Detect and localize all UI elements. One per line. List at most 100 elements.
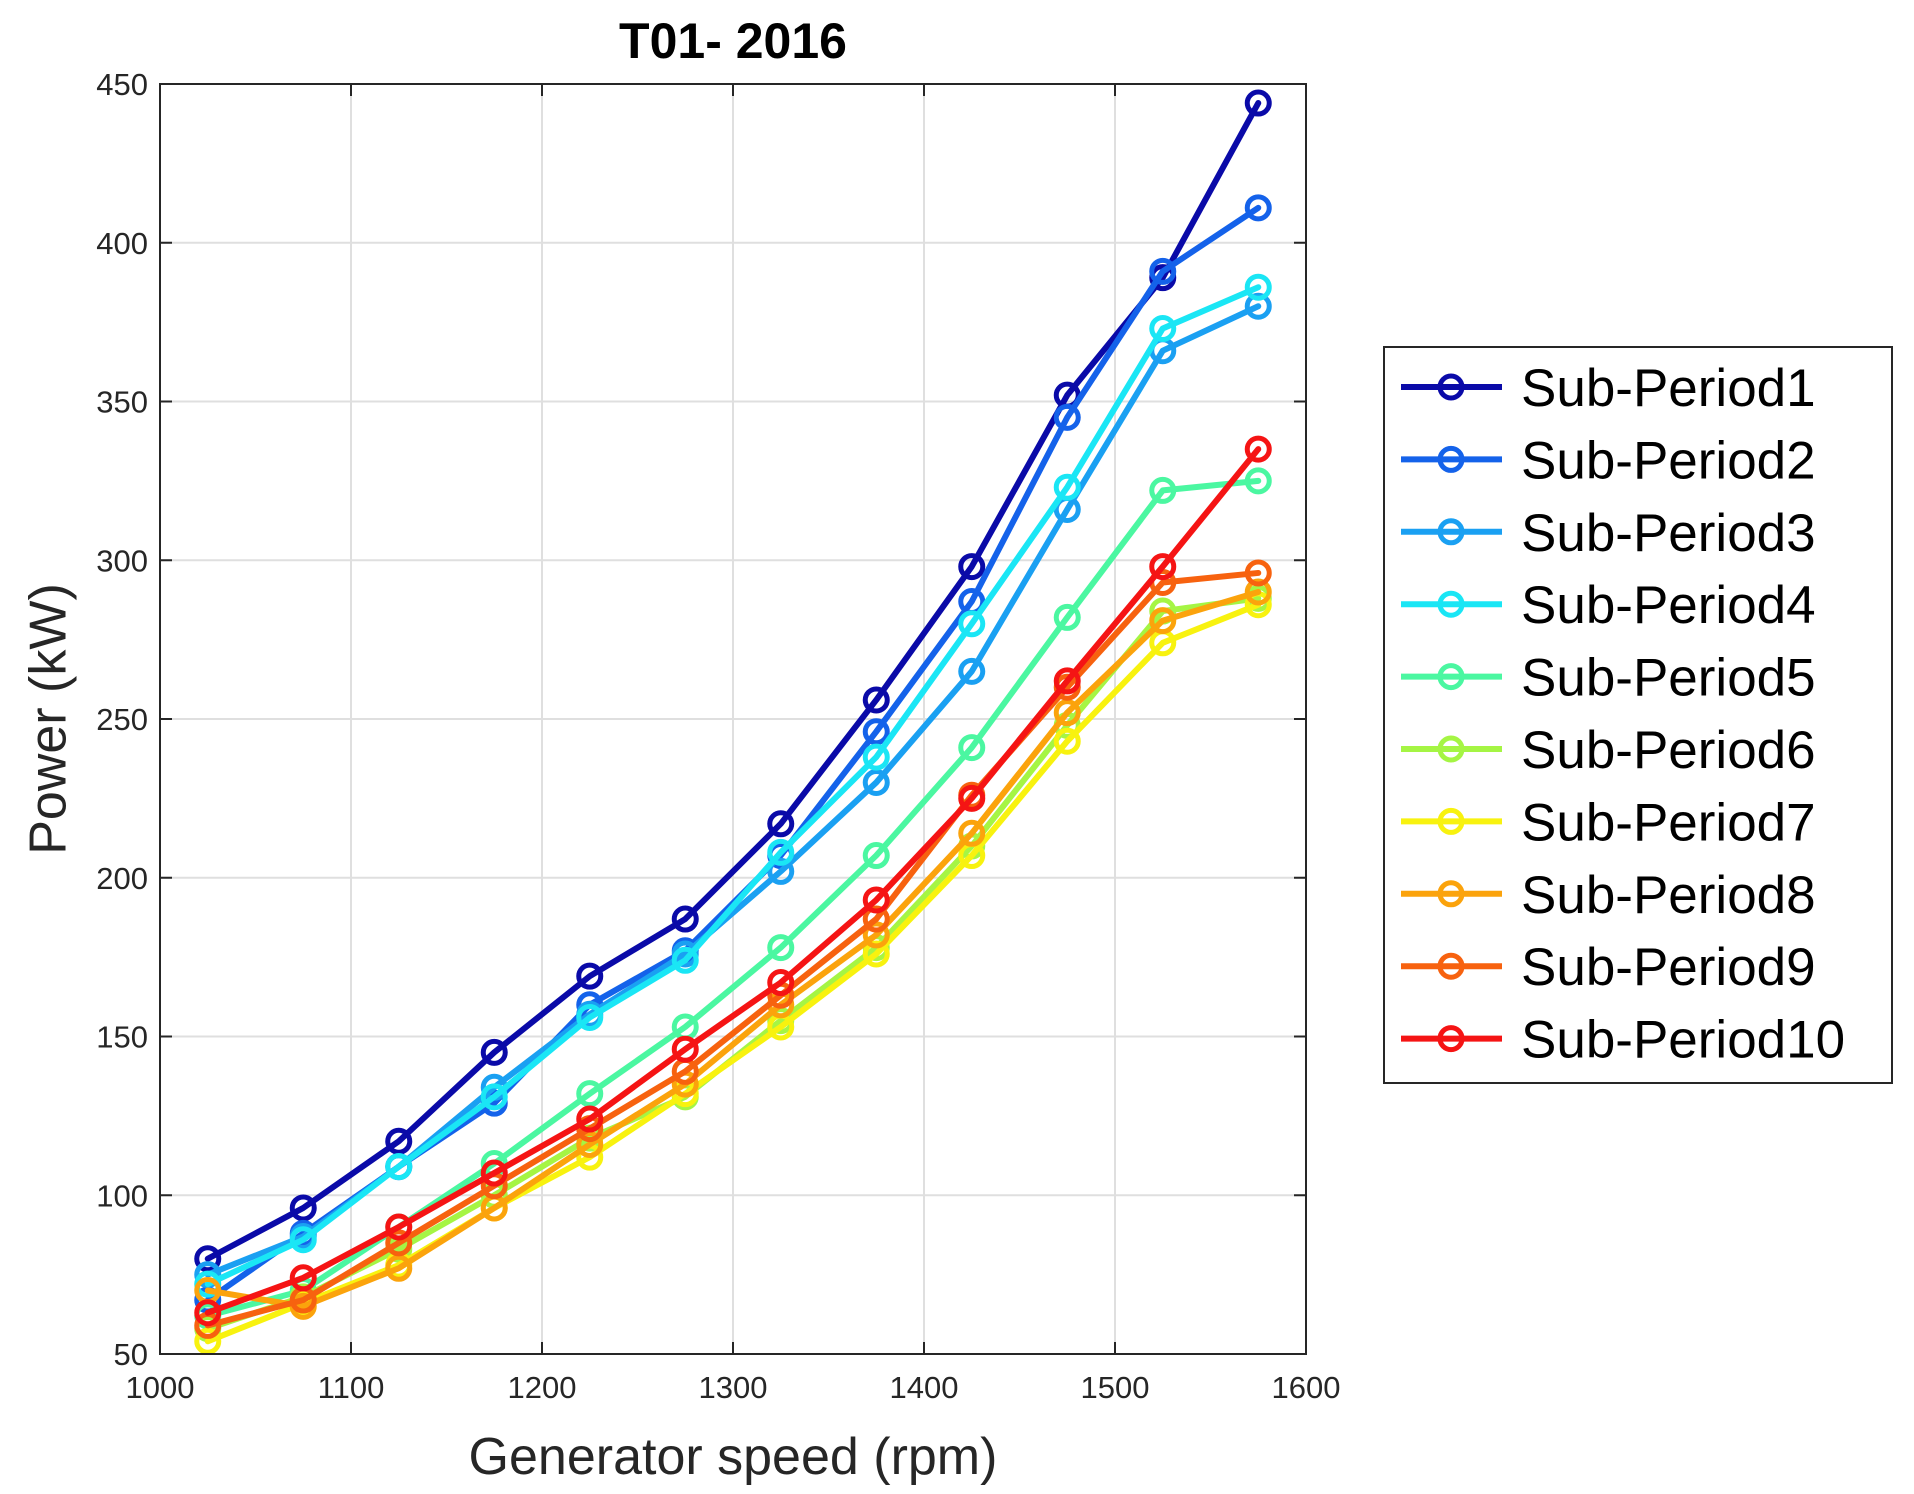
legend-marker (1437, 735, 1465, 763)
data-point (1244, 559, 1272, 587)
legend-item: Sub-Period5 (1401, 649, 1816, 708)
legend-label: Sub-Period3 (1521, 504, 1816, 563)
data-point (480, 1083, 508, 1111)
data-point (1149, 257, 1177, 285)
data-point (385, 1229, 413, 1257)
data-point (1244, 578, 1272, 606)
chart-title: T01- 2016 (619, 13, 847, 69)
y-tick-label: 50 (114, 1337, 148, 1372)
y-tick-label: 400 (96, 226, 148, 261)
data-point (289, 1194, 317, 1222)
data-point (671, 1035, 699, 1063)
series-line (204, 569, 1262, 1329)
data-point (1053, 667, 1081, 695)
y-tick-label: 300 (96, 543, 148, 578)
y-tick-label: 250 (96, 702, 148, 737)
y-tick-label: 200 (96, 861, 148, 896)
y-tick-label: 450 (96, 67, 148, 102)
data-point (576, 1105, 604, 1133)
legend-marker (1437, 445, 1465, 473)
data-point (1053, 603, 1081, 631)
x-tick-label: 1500 (1081, 1370, 1150, 1405)
legend-item: Sub-Period8 (1401, 866, 1816, 925)
data-point (576, 962, 604, 990)
legend-item: Sub-Period3 (1401, 504, 1816, 563)
y-tick-label: 100 (96, 1178, 148, 1213)
data-point (385, 1153, 413, 1181)
data-point (1244, 435, 1272, 463)
data-point (576, 1130, 604, 1158)
x-tick-label: 1000 (126, 1370, 195, 1405)
data-point (385, 1254, 413, 1282)
data-point (1244, 89, 1272, 117)
legend-item: Sub-Period1 (1401, 359, 1816, 418)
data-point (862, 718, 890, 746)
data-point (671, 1057, 699, 1085)
x-tick-label: 1100 (318, 1370, 385, 1405)
data-point (1053, 403, 1081, 431)
x-tick-label: 1200 (508, 1370, 577, 1405)
data-point (958, 657, 986, 685)
legend-marker (1437, 518, 1465, 546)
data-point (862, 769, 890, 796)
data-point (1244, 194, 1272, 222)
y-tick-label: 350 (96, 385, 148, 420)
data-point (958, 842, 986, 870)
series-line (204, 284, 1262, 1288)
legend-marker (1437, 807, 1465, 835)
series-8 (194, 578, 1272, 1320)
data-point (576, 1080, 604, 1108)
series-line (204, 589, 1262, 1310)
legend-marker (1437, 590, 1465, 618)
data-point (862, 921, 890, 949)
legend-marker (1437, 952, 1465, 980)
legend-marker (1437, 1025, 1465, 1053)
data-point (767, 969, 795, 997)
legend-label: Sub-Period4 (1521, 576, 1816, 635)
data-point (671, 1013, 699, 1041)
data-point (1149, 607, 1177, 635)
legend: Sub-Period1 Sub-Period2 Sub-Period3 Sub-Per… (1383, 346, 1893, 1084)
data-point (1244, 467, 1272, 495)
data-point (1244, 292, 1272, 320)
legend-box (1383, 346, 1893, 1084)
data-point (289, 1226, 317, 1254)
series-line (204, 446, 1262, 1316)
data-point (958, 734, 986, 762)
data-point (194, 1299, 222, 1327)
legend-label: Sub-Period6 (1521, 721, 1816, 780)
data-point (1149, 629, 1177, 657)
legend-item: Sub-Period7 (1401, 793, 1816, 852)
data-point (767, 838, 795, 866)
series-group (194, 89, 1272, 1355)
data-point (385, 1213, 413, 1241)
data-point (862, 743, 890, 771)
y-tick-label: 150 (96, 1020, 148, 1055)
data-point (1149, 553, 1177, 581)
series-1 (194, 89, 1272, 1273)
legend-marker (1437, 373, 1465, 401)
data-point (1149, 476, 1177, 504)
data-point (862, 842, 890, 870)
legend-item: Sub-Period9 (1401, 938, 1816, 997)
data-point (862, 905, 890, 933)
data-point (1149, 314, 1177, 342)
data-point (194, 1327, 222, 1355)
data-point (958, 819, 986, 847)
data-point (958, 553, 986, 581)
data-point (862, 940, 890, 968)
legend-label: Sub-Period9 (1521, 938, 1816, 997)
legend-label: Sub-Period10 (1521, 1011, 1845, 1070)
legend-label: Sub-Period7 (1521, 793, 1816, 852)
legend-item: Sub-Period6 (1401, 721, 1816, 780)
legend-label: Sub-Period1 (1521, 359, 1816, 418)
data-point (385, 1127, 413, 1155)
data-point (289, 1286, 317, 1314)
data-point (958, 784, 986, 812)
data-point (862, 686, 890, 714)
data-point (480, 1159, 508, 1187)
x-tick-label: 1300 (699, 1370, 768, 1405)
y-axis-title: Power (kW) (20, 583, 78, 855)
data-point (671, 905, 699, 933)
